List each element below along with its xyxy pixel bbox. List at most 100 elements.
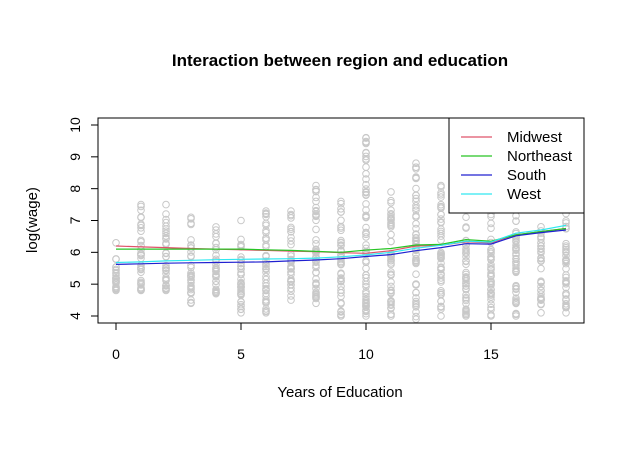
data-point [337, 260, 345, 269]
data-point [337, 300, 345, 308]
data-point [512, 217, 520, 225]
data-point [512, 299, 520, 307]
data-point [412, 174, 420, 183]
data-point [387, 214, 395, 223]
data-point [412, 194, 420, 203]
data-point [312, 269, 320, 277]
data-point [412, 299, 420, 308]
data-point [337, 274, 345, 283]
data-point [512, 237, 520, 246]
data-point [337, 226, 345, 235]
data-point [387, 268, 395, 276]
data-point [462, 309, 470, 317]
data-point [537, 253, 545, 262]
data-point [462, 268, 470, 277]
data-point [437, 229, 445, 238]
data-point [312, 216, 320, 225]
data-point [437, 297, 445, 306]
data-point [212, 288, 220, 297]
data-point [412, 163, 420, 171]
data-point [137, 236, 145, 245]
data-point [162, 218, 170, 227]
data-point [362, 233, 370, 241]
data-point [362, 257, 370, 265]
data-point [337, 246, 345, 255]
data-point [562, 278, 570, 286]
data-point [262, 226, 270, 235]
data-point [262, 272, 270, 281]
data-point [162, 266, 170, 275]
data-point [212, 263, 220, 272]
data-point [162, 264, 170, 272]
data-point [362, 175, 370, 183]
data-point [287, 268, 295, 276]
y-tick-label: 6 [67, 248, 83, 256]
data-point [562, 251, 570, 260]
data-point [262, 275, 270, 284]
data-point [137, 251, 145, 259]
legend-entry: South [507, 167, 546, 184]
data-point [487, 253, 495, 262]
data-point [437, 210, 445, 219]
data-point [312, 186, 320, 194]
data-point [362, 185, 370, 193]
data-point [462, 296, 470, 305]
data-point [312, 245, 320, 254]
data-point [337, 286, 345, 294]
data-point [312, 212, 320, 221]
data-point [187, 284, 195, 293]
data-point [487, 305, 495, 314]
data-point [162, 222, 170, 231]
data-point [237, 216, 245, 225]
data-point [487, 264, 495, 273]
data-point [462, 260, 470, 269]
data-point [512, 283, 520, 291]
x-axis: 0 5 10 15 [112, 322, 499, 362]
data-point [487, 224, 495, 232]
data-point [462, 305, 470, 314]
data-point [262, 264, 270, 273]
data-point [312, 293, 320, 302]
data-point [137, 224, 145, 232]
data-point [337, 216, 345, 225]
data-point [412, 303, 420, 311]
x-tick-label: 10 [358, 346, 374, 362]
data-point [362, 282, 370, 291]
data-point [212, 243, 220, 252]
data-point [437, 263, 445, 272]
x-tick-label: 5 [237, 346, 245, 362]
data-point [362, 288, 370, 296]
y-tick-label: 7 [67, 216, 83, 224]
data-point [437, 200, 445, 209]
data-point [437, 202, 445, 211]
data-point [162, 261, 170, 270]
data-point [462, 249, 470, 257]
data-point [212, 285, 220, 294]
data-point [312, 236, 320, 244]
data-point [212, 251, 220, 260]
data-point [312, 284, 320, 293]
data-point [337, 222, 345, 231]
data-point [362, 190, 370, 199]
data-point [162, 232, 170, 240]
data-point [162, 210, 170, 218]
data-point [237, 235, 245, 244]
data-point [162, 276, 170, 285]
data-point [412, 191, 420, 200]
data-point [412, 259, 420, 268]
data-point [387, 286, 395, 295]
data-point [387, 253, 395, 261]
data-point [462, 224, 470, 232]
data-point [337, 205, 345, 213]
data-point [137, 279, 145, 288]
data-point [412, 213, 420, 221]
y-tick-label: 10 [67, 117, 83, 133]
data-point [287, 214, 295, 222]
data-point [487, 303, 495, 312]
data-point [562, 239, 570, 248]
data-point [487, 300, 495, 309]
data-point [487, 290, 495, 298]
data-point [287, 225, 295, 233]
data-point [387, 198, 395, 207]
data-point [537, 235, 545, 243]
